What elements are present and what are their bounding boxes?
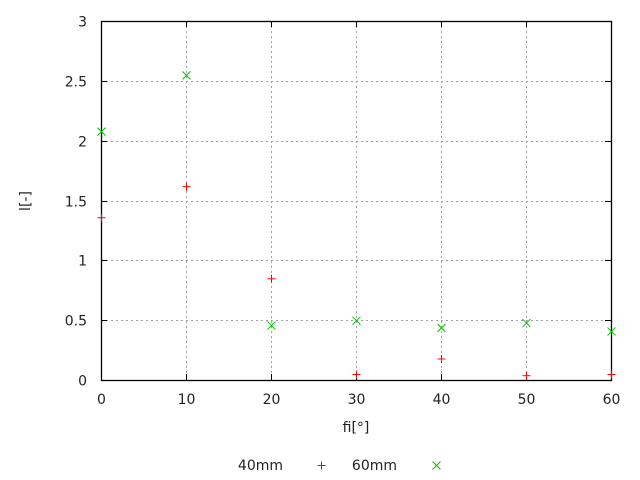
legend-item-60mm: 60mm [352, 458, 441, 474]
y-tick-label: 0.5 [65, 314, 87, 330]
cross-marker-b [182, 70, 191, 80]
data-point-40mm [267, 274, 276, 283]
legend: 40mm 60mm [238, 458, 441, 474]
data-point-40mm [522, 371, 531, 380]
axes: 0 10 20 30 40 50 60 0 0.5 1 1.5 2 2.5 3 [65, 15, 621, 409]
x-axis-label: fi[°] [343, 420, 370, 436]
data-points [97, 70, 616, 380]
data-point-60mm [607, 327, 616, 336]
y-tick-label: 0 [78, 374, 87, 390]
data-point-60mm [97, 127, 106, 136]
legend-label: 60mm [352, 458, 397, 474]
legend-marker [317, 461, 326, 470]
y-tick-label: 2.5 [65, 75, 87, 91]
y-tick-label: 1.5 [65, 195, 87, 211]
cross-marker-b [267, 321, 276, 330]
data-point-60mm [182, 70, 191, 80]
data-point-60mm [522, 318, 531, 328]
y-tick-label: 1 [78, 254, 87, 270]
legend-marker [432, 461, 441, 470]
data-point-60mm [352, 316, 361, 326]
x-tick-label: 40 [433, 392, 451, 408]
data-point-40mm [97, 213, 106, 222]
y-tick-label: 2 [78, 135, 87, 151]
cross-marker-b [607, 327, 616, 336]
y-axis-label: l[-] [18, 191, 34, 211]
plot-border [100, 20, 613, 382]
data-point-40mm [352, 370, 361, 379]
x-tick-label: 30 [348, 392, 366, 408]
cross-marker-b [522, 318, 531, 328]
cross-marker-b [432, 461, 441, 470]
legend-label: 40mm [238, 458, 283, 474]
data-point-40mm [607, 370, 616, 379]
x-tick-label: 0 [97, 392, 106, 408]
x-tick-label: 50 [518, 392, 536, 408]
cross-marker-b [97, 127, 106, 136]
cross-marker-b [352, 316, 361, 326]
y-tick-label: 3 [78, 15, 87, 31]
data-point-40mm [182, 182, 191, 191]
data-point-40mm [437, 354, 446, 363]
cross-marker-b [437, 323, 446, 333]
grid [101, 21, 611, 380]
legend-item-40mm: 40mm [238, 458, 326, 474]
data-point-60mm [267, 321, 276, 330]
x-tick-label: 60 [603, 392, 621, 408]
x-tick-label: 20 [263, 392, 281, 408]
data-point-60mm [437, 323, 446, 333]
x-tick-label: 10 [178, 392, 196, 408]
